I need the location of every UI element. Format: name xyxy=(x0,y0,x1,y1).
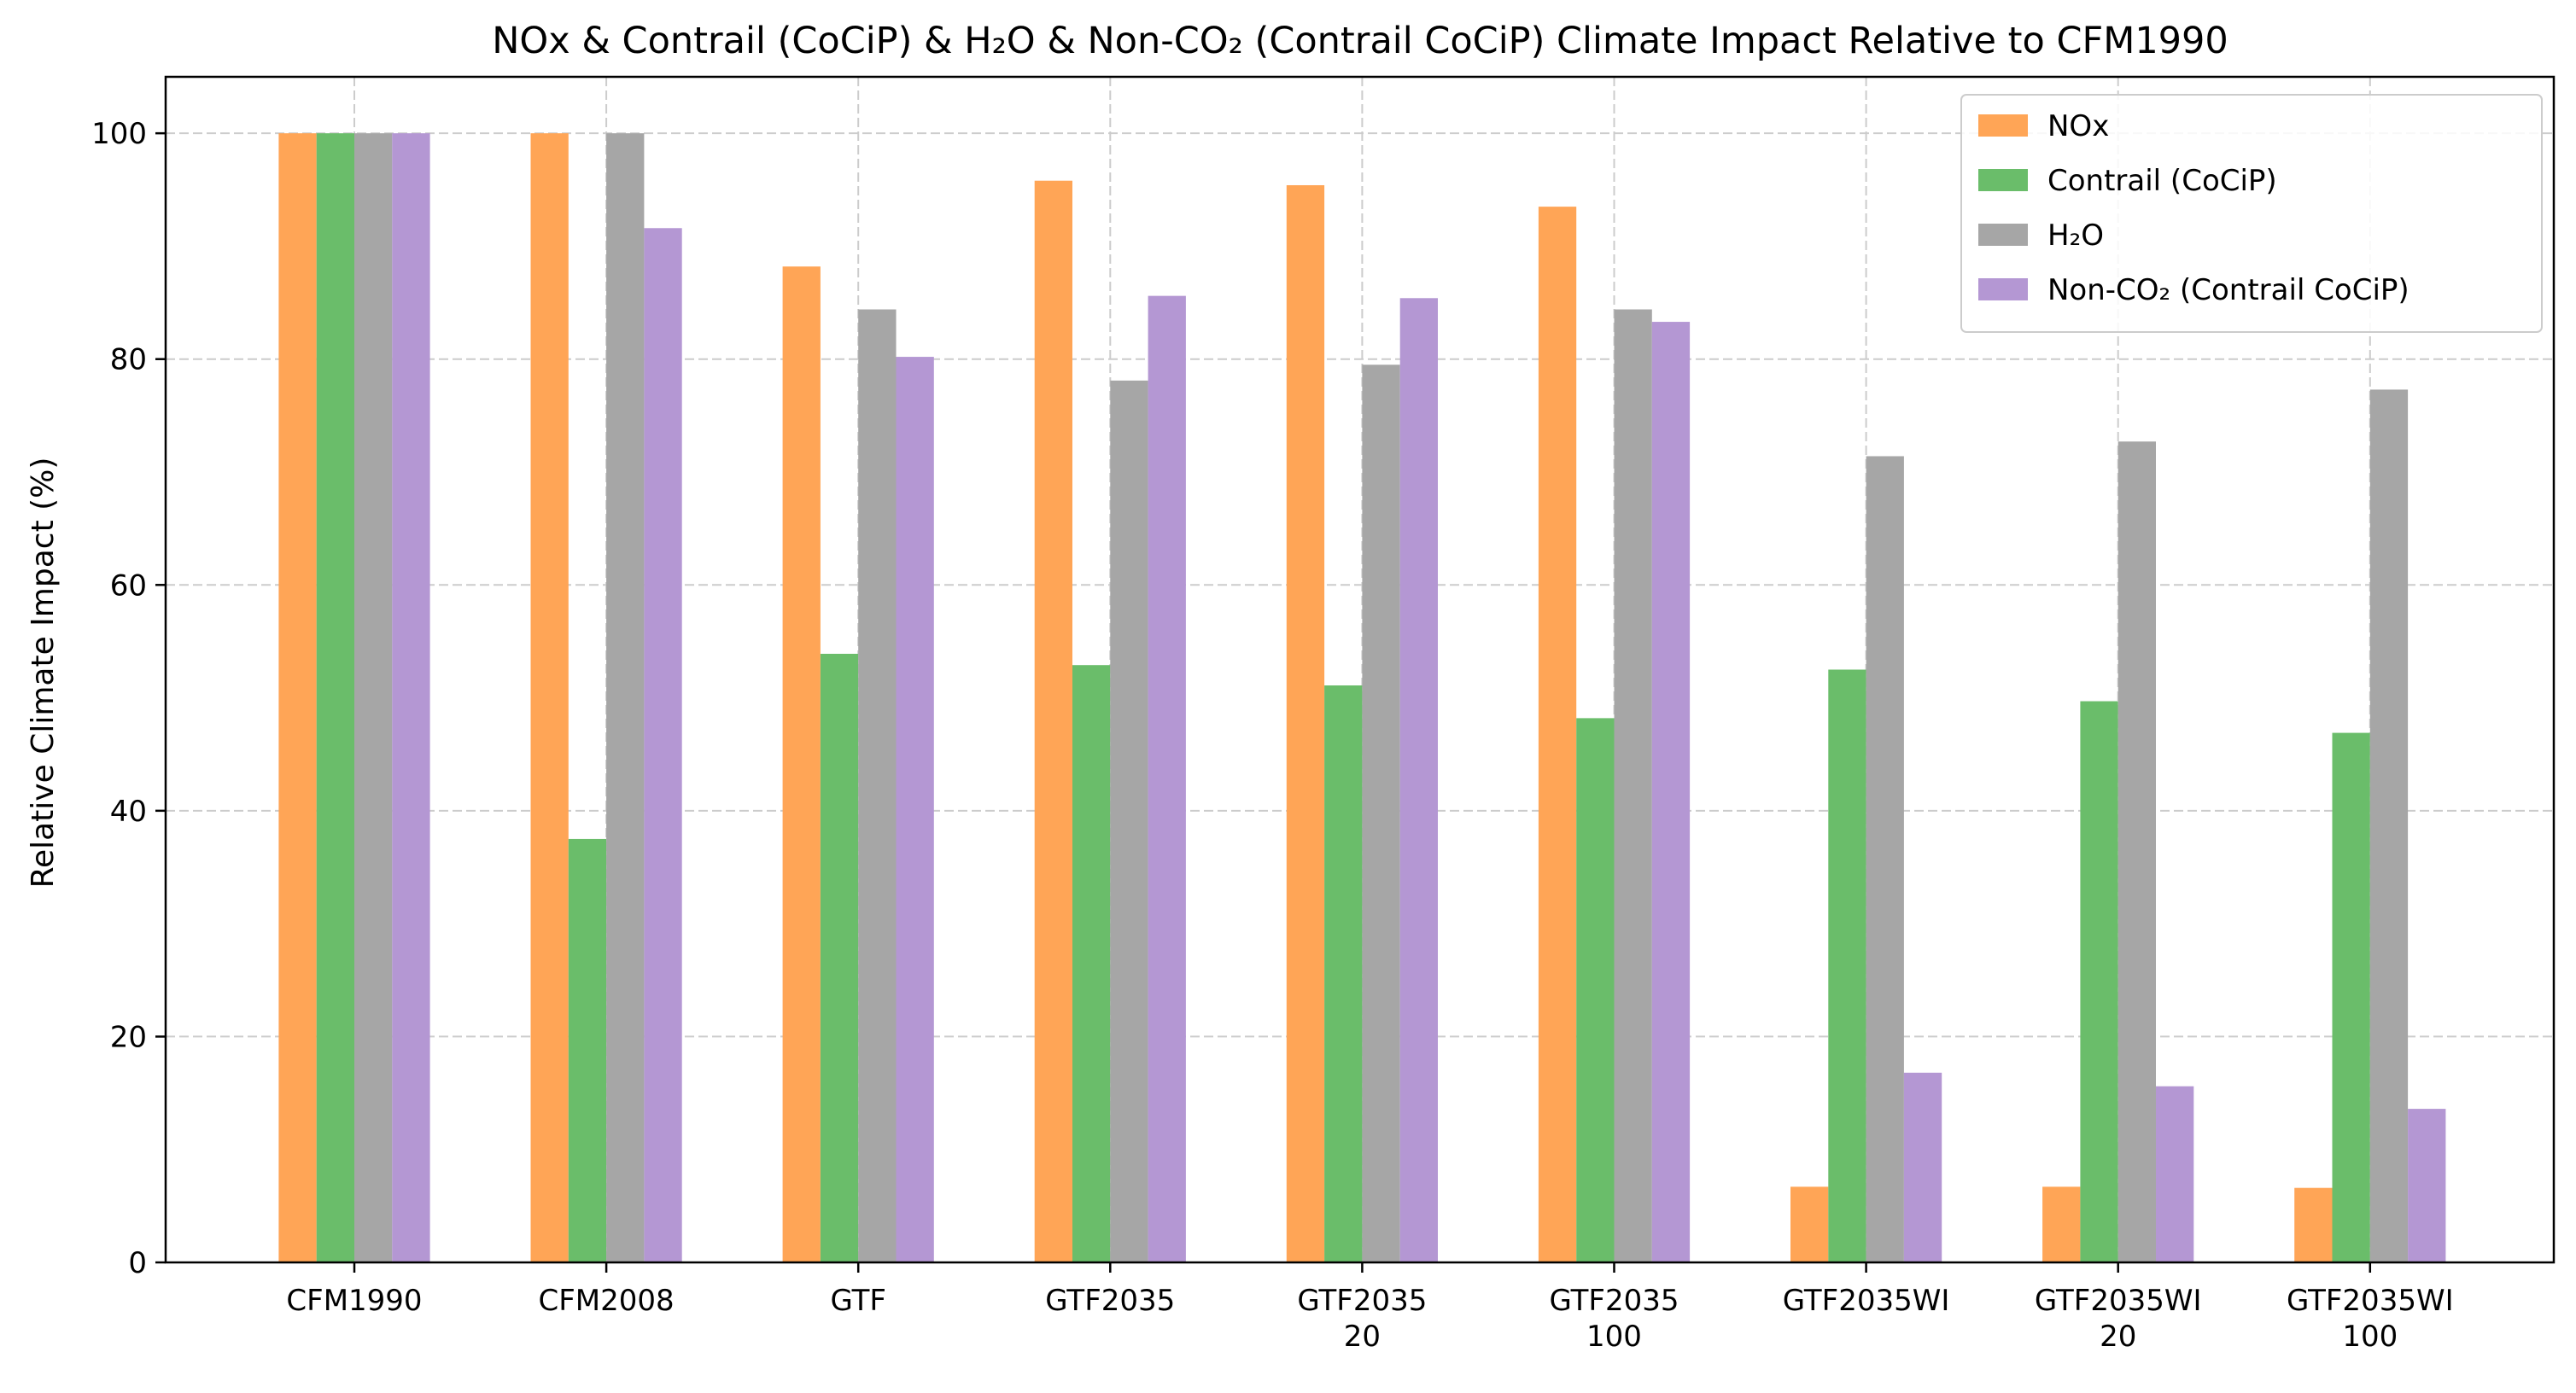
bar xyxy=(1614,309,1652,1263)
bar xyxy=(2156,1086,2194,1262)
bar xyxy=(644,228,682,1263)
legend-swatch xyxy=(1978,169,2028,191)
bar xyxy=(2408,1109,2446,1262)
x-tick-label: GTF2035WI xyxy=(2287,1284,2454,1318)
bar xyxy=(316,133,354,1263)
legend-swatch xyxy=(1978,278,2028,300)
bar xyxy=(2369,389,2409,1263)
bar xyxy=(1828,669,1866,1262)
bar xyxy=(2042,1186,2081,1262)
legend-label: NOx xyxy=(2047,109,2109,143)
x-tick-label: GTF2035 xyxy=(1297,1284,1427,1318)
x-tick-label: 100 xyxy=(1586,1320,1642,1354)
legend-label: Non-CO₂ (Contrail CoCiP) xyxy=(2047,273,2410,307)
x-tick-label: GTF2035 xyxy=(1045,1284,1175,1318)
bar xyxy=(2294,1187,2333,1262)
legend: NOx Contrail (CoCiP) H₂O Non-CO₂ (Contrail … xyxy=(1960,94,2543,333)
bar xyxy=(2080,701,2118,1262)
bar xyxy=(1576,718,1615,1262)
bar xyxy=(278,133,317,1263)
bar xyxy=(858,309,897,1263)
legend-swatch xyxy=(1978,114,2028,137)
bar xyxy=(1903,1072,1942,1262)
bar xyxy=(782,266,821,1262)
y-tick-label: 60 xyxy=(110,568,147,603)
bar xyxy=(1286,184,1325,1263)
bar xyxy=(392,133,430,1263)
bar xyxy=(606,133,645,1263)
legend-box xyxy=(1960,94,2543,333)
x-tick-label: GTF2035 xyxy=(1550,1284,1679,1318)
bar xyxy=(1110,380,1148,1262)
legend-label: H₂O xyxy=(2047,219,2104,253)
bar xyxy=(1538,207,1577,1263)
chart-title: NOx & Contrail (CoCiP) & H₂O & Non-CO₂ (… xyxy=(492,20,2228,62)
x-tick-label: GTF2035WI xyxy=(1783,1284,1950,1318)
bar xyxy=(1324,685,1363,1262)
y-tick-label: 40 xyxy=(110,795,147,829)
y-tick-label: 100 xyxy=(91,117,147,151)
x-tick-label: CFM2008 xyxy=(539,1284,675,1318)
bar xyxy=(568,838,607,1262)
bar xyxy=(1399,298,1438,1262)
bar xyxy=(354,133,393,1263)
bars xyxy=(278,133,2446,1263)
bar xyxy=(1072,665,1111,1262)
bar xyxy=(1790,1186,1829,1262)
bar xyxy=(2117,441,2156,1262)
y-axis-label: Relative Climate Impact (%) xyxy=(26,458,61,889)
legend-swatch xyxy=(1978,224,2028,246)
bar xyxy=(896,357,934,1262)
axes-frame xyxy=(164,75,2556,1264)
bar xyxy=(1148,295,1186,1262)
axes: 0 20 40 60 80 100 CFM1990 CFM2008 GTF GTF2035 GTF2… xyxy=(91,75,2556,1354)
bar xyxy=(1362,364,1400,1262)
bar xyxy=(1651,322,1691,1262)
bar xyxy=(2332,732,2370,1262)
x-tick-label: 100 xyxy=(2342,1320,2398,1354)
x-tick-label: 20 xyxy=(2100,1320,2136,1354)
y-tick-label: 20 xyxy=(110,1020,147,1054)
x-tick-label: 20 xyxy=(1344,1320,1381,1354)
bar xyxy=(1034,180,1072,1262)
bar xyxy=(530,133,569,1263)
bar xyxy=(820,653,859,1262)
x-tick-label: GTF2035WI xyxy=(2035,1284,2202,1318)
x-tick-label: CFM1990 xyxy=(286,1284,422,1318)
x-tick-label: GTF xyxy=(830,1284,885,1318)
y-tick-label: 80 xyxy=(110,343,147,377)
legend-label: Contrail (CoCiP) xyxy=(2047,164,2277,198)
bar xyxy=(1866,456,1904,1262)
y-tick-label: 0 xyxy=(128,1246,147,1280)
